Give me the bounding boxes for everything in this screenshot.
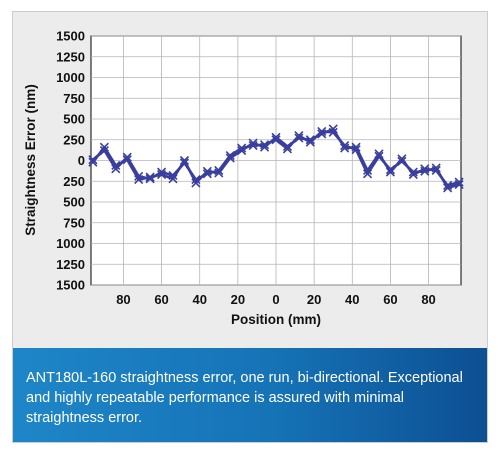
data-point-marker bbox=[134, 171, 144, 181]
figure-card: 1500 1250 1000 750 500 250 0 250 500 750 1000 1250 1… bbox=[12, 11, 488, 443]
data-point-marker bbox=[351, 145, 361, 155]
data-point-marker bbox=[214, 165, 224, 176]
y-tick-label: 750 bbox=[63, 215, 85, 230]
data-point-marker bbox=[454, 177, 464, 187]
data-point-marker bbox=[248, 138, 258, 148]
data-point-marker bbox=[362, 165, 373, 176]
y-tick-label: 1500 bbox=[56, 278, 85, 293]
x-tick-label: 0 bbox=[272, 292, 279, 307]
x-tick-label: 60 bbox=[383, 292, 397, 307]
series-layer bbox=[88, 124, 464, 193]
data-point-marker bbox=[328, 124, 338, 134]
data-point-marker bbox=[259, 140, 270, 150]
data-point-marker bbox=[443, 183, 453, 193]
y-tick-label: 0 bbox=[78, 153, 85, 168]
data-point-marker bbox=[317, 129, 327, 139]
y-tick-label: 250 bbox=[63, 132, 85, 147]
data-point-marker bbox=[420, 164, 430, 174]
data-point-marker bbox=[157, 167, 167, 177]
straightness-chart: 1500 1250 1000 750 500 250 0 250 500 750 1000 1250 1… bbox=[23, 29, 464, 327]
x-tick-label: 80 bbox=[421, 292, 435, 307]
data-point-marker bbox=[340, 143, 350, 153]
data-point-marker bbox=[443, 180, 453, 190]
x-tick-label: 20 bbox=[231, 292, 245, 307]
caption-text: ANT180L-160 straightness error, one run,… bbox=[26, 370, 463, 426]
data-point-marker bbox=[214, 168, 224, 178]
data-point-marker bbox=[374, 149, 384, 159]
y-tick-label: 250 bbox=[63, 174, 85, 189]
data-point-marker bbox=[225, 150, 235, 161]
y-tick-labels: 1500 1250 1000 750 500 250 0 250 500 750 1000 1250 1… bbox=[56, 29, 85, 293]
data-point-marker bbox=[259, 142, 270, 152]
data-point-marker bbox=[202, 166, 212, 176]
data-point-marker bbox=[328, 127, 338, 137]
data-point-marker bbox=[168, 174, 178, 184]
data-point-marker bbox=[157, 170, 167, 180]
data-point-marker bbox=[111, 164, 121, 174]
data-point-marker bbox=[431, 165, 441, 176]
data-point-marker bbox=[420, 166, 430, 176]
data-point-marker bbox=[99, 145, 109, 156]
data-point-marker bbox=[454, 180, 464, 190]
y-tick-label: 750 bbox=[63, 91, 85, 106]
data-point-marker bbox=[145, 174, 155, 184]
y-axis-title: Straightness Error (nm) bbox=[23, 84, 38, 236]
y-tick-label: 1000 bbox=[56, 70, 85, 85]
y-tick-label: 500 bbox=[63, 112, 85, 127]
data-point-marker bbox=[99, 142, 109, 152]
data-point-marker bbox=[225, 153, 235, 163]
data-point-marker bbox=[408, 170, 418, 180]
data-point-marker bbox=[168, 170, 178, 181]
data-point-marker bbox=[248, 140, 258, 151]
data-point-marker bbox=[145, 172, 155, 182]
data-point-marker bbox=[271, 135, 281, 145]
data-point-marker bbox=[431, 163, 441, 173]
data-point-marker bbox=[397, 154, 407, 164]
data-point-marker bbox=[179, 158, 190, 168]
data-point-marker bbox=[179, 155, 190, 166]
data-point-marker bbox=[88, 157, 98, 167]
y-tick-label: 1500 bbox=[56, 29, 85, 44]
data-point-marker bbox=[282, 144, 293, 154]
y-tick-label: 1250 bbox=[56, 49, 85, 64]
data-point-marker bbox=[294, 131, 304, 141]
data-point-marker bbox=[237, 143, 247, 153]
data-point-marker bbox=[134, 175, 144, 185]
data-point-marker bbox=[305, 137, 315, 147]
y-tick-label: 500 bbox=[63, 195, 85, 210]
data-point-marker bbox=[408, 167, 418, 177]
x-tick-label: 40 bbox=[345, 292, 359, 307]
x-tick-label: 80 bbox=[116, 292, 130, 307]
y-tick-label: 1000 bbox=[56, 236, 85, 251]
caption-banner: ANT180L-160 straightness error, one run,… bbox=[13, 348, 487, 442]
data-point-marker bbox=[317, 126, 327, 137]
data-point-marker bbox=[237, 145, 247, 156]
x-tick-label: 20 bbox=[307, 292, 321, 307]
data-point-marker bbox=[271, 132, 281, 142]
data-point-marker bbox=[362, 169, 373, 179]
data-point-marker bbox=[294, 133, 304, 143]
data-point-marker bbox=[374, 151, 384, 161]
data-point-marker bbox=[191, 175, 201, 185]
data-point-marker bbox=[202, 169, 212, 179]
data-point-marker bbox=[340, 140, 350, 151]
data-point-marker bbox=[88, 155, 98, 165]
data-point-marker bbox=[385, 165, 395, 175]
data-point-marker bbox=[191, 178, 201, 188]
x-tick-label: 40 bbox=[192, 292, 206, 307]
data-point-marker bbox=[122, 152, 132, 162]
x-axis-title: Position (mm) bbox=[231, 312, 321, 327]
data-point-marker bbox=[122, 155, 132, 165]
data-point-marker bbox=[282, 141, 293, 151]
x-tick-label: 60 bbox=[154, 292, 168, 307]
y-tick-label: 1250 bbox=[56, 257, 85, 272]
x-tick-labels: 80 60 40 20 0 20 40 60 80 bbox=[116, 292, 436, 307]
data-point-marker bbox=[111, 160, 121, 171]
data-point-marker bbox=[305, 135, 315, 145]
data-point-marker bbox=[385, 167, 395, 177]
plot-panel: 1500 1250 1000 750 500 250 0 250 500 750 1000 1250 1… bbox=[13, 12, 487, 348]
data-point-marker bbox=[397, 156, 407, 166]
data-point-marker bbox=[351, 142, 361, 152]
